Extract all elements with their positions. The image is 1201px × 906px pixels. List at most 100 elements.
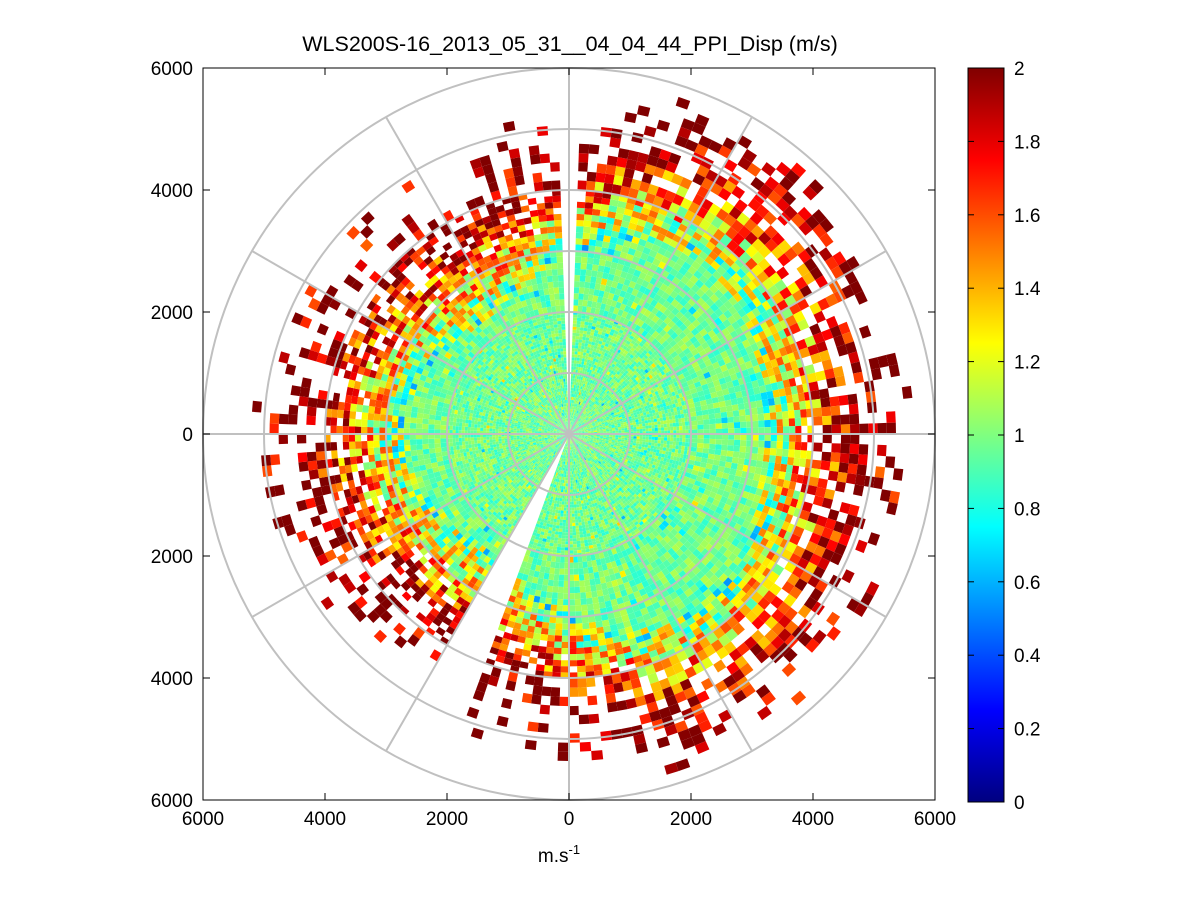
heat-cell xyxy=(672,419,676,423)
heat-cell xyxy=(590,276,596,283)
heat-cell xyxy=(580,327,584,331)
heat-cell xyxy=(831,452,841,462)
heat-cell xyxy=(727,417,734,423)
heat-cell xyxy=(621,430,624,432)
heat-cell xyxy=(579,153,589,163)
heat-cell xyxy=(813,443,823,452)
heat-cell xyxy=(578,180,587,190)
heat-cell xyxy=(624,430,627,432)
heat-cell xyxy=(579,144,590,154)
heat-cell xyxy=(670,438,673,442)
heat-cell xyxy=(576,327,580,330)
heat-cell xyxy=(777,419,784,427)
heat-cell xyxy=(666,448,670,452)
heat-cell xyxy=(697,448,704,453)
heat-cell xyxy=(709,449,716,455)
heat-cell xyxy=(639,426,642,429)
heat-cell xyxy=(662,451,666,455)
heat-cell xyxy=(849,454,859,465)
heat-cell xyxy=(576,226,584,233)
heat-cell xyxy=(655,437,658,440)
heat-cell xyxy=(631,436,634,438)
heat-cell xyxy=(678,418,682,422)
heat-cell xyxy=(663,420,667,424)
heat-cell xyxy=(582,340,586,344)
heat-cell xyxy=(603,183,613,193)
heat-cell xyxy=(829,396,839,406)
heat-cell xyxy=(792,466,799,475)
heat-cell xyxy=(577,214,585,221)
heat-cell xyxy=(601,198,610,205)
heat-cell xyxy=(801,417,808,426)
heat-cell xyxy=(769,405,776,413)
heat-cell xyxy=(621,428,624,430)
heat-cell xyxy=(727,411,734,417)
heat-cell xyxy=(682,422,685,426)
heat-cell xyxy=(572,354,575,357)
heat-cell xyxy=(579,333,583,336)
heat-cell xyxy=(609,137,621,148)
heat-cell xyxy=(800,409,807,418)
heat-cell xyxy=(666,420,669,424)
heat-cell xyxy=(775,456,782,464)
heat-cell xyxy=(584,208,592,215)
heat-cell xyxy=(726,405,733,412)
heat-cell xyxy=(795,434,801,442)
heat-cell xyxy=(691,438,697,443)
heat-cell xyxy=(669,416,673,420)
heat-cell xyxy=(667,437,670,441)
heat-cell xyxy=(642,444,645,447)
heat-cell xyxy=(780,464,787,472)
heat-cell xyxy=(639,444,642,447)
heat-cell xyxy=(651,443,654,446)
heat-cell xyxy=(811,399,821,409)
heat-cell xyxy=(612,429,615,431)
heat-cell xyxy=(572,382,574,385)
heat-cell xyxy=(577,352,580,355)
heat-cell xyxy=(850,414,860,425)
heat-cell xyxy=(670,441,673,445)
heat-cell xyxy=(783,434,789,442)
heat-cell xyxy=(583,227,591,234)
heat-cell xyxy=(651,446,655,449)
heat-cell xyxy=(574,275,580,281)
heat-cell xyxy=(740,446,747,453)
heat-cell xyxy=(616,157,627,168)
heat-cell xyxy=(575,244,582,250)
heat-cell xyxy=(574,287,579,293)
heat-cell xyxy=(848,463,858,474)
heat-cell xyxy=(738,403,745,410)
heat-cell xyxy=(783,426,789,434)
heat-cell xyxy=(589,144,600,154)
heat-cell xyxy=(581,315,585,319)
heat-cell xyxy=(849,404,859,415)
heat-cell xyxy=(593,258,600,265)
heat-cell xyxy=(664,441,667,445)
heat-cell xyxy=(576,330,580,333)
heat-cell xyxy=(682,442,685,446)
heat-cell xyxy=(782,449,789,457)
heat-cell xyxy=(721,450,728,456)
heat-cell xyxy=(800,450,807,459)
heat-cell xyxy=(727,445,734,451)
heat-cell xyxy=(646,428,649,431)
heat-cell xyxy=(580,269,586,276)
heat-cell xyxy=(609,437,612,439)
heat-cell xyxy=(618,437,621,439)
heat-cell xyxy=(574,281,580,287)
heat-cell xyxy=(604,229,612,236)
heat-cell xyxy=(578,349,581,352)
heat-cell xyxy=(679,438,682,442)
heat-cell xyxy=(590,282,596,289)
heat-cell xyxy=(583,233,590,240)
heat-cell xyxy=(572,345,575,348)
heat-cell xyxy=(578,162,588,172)
heat-cell xyxy=(887,423,896,434)
heat-cell xyxy=(602,241,610,248)
heat-cell xyxy=(570,400,571,403)
heat-cell xyxy=(634,429,637,431)
heat-cell xyxy=(770,441,777,449)
heat-cell xyxy=(649,440,652,443)
heat-cell xyxy=(584,325,588,329)
heat-cell xyxy=(580,275,586,282)
